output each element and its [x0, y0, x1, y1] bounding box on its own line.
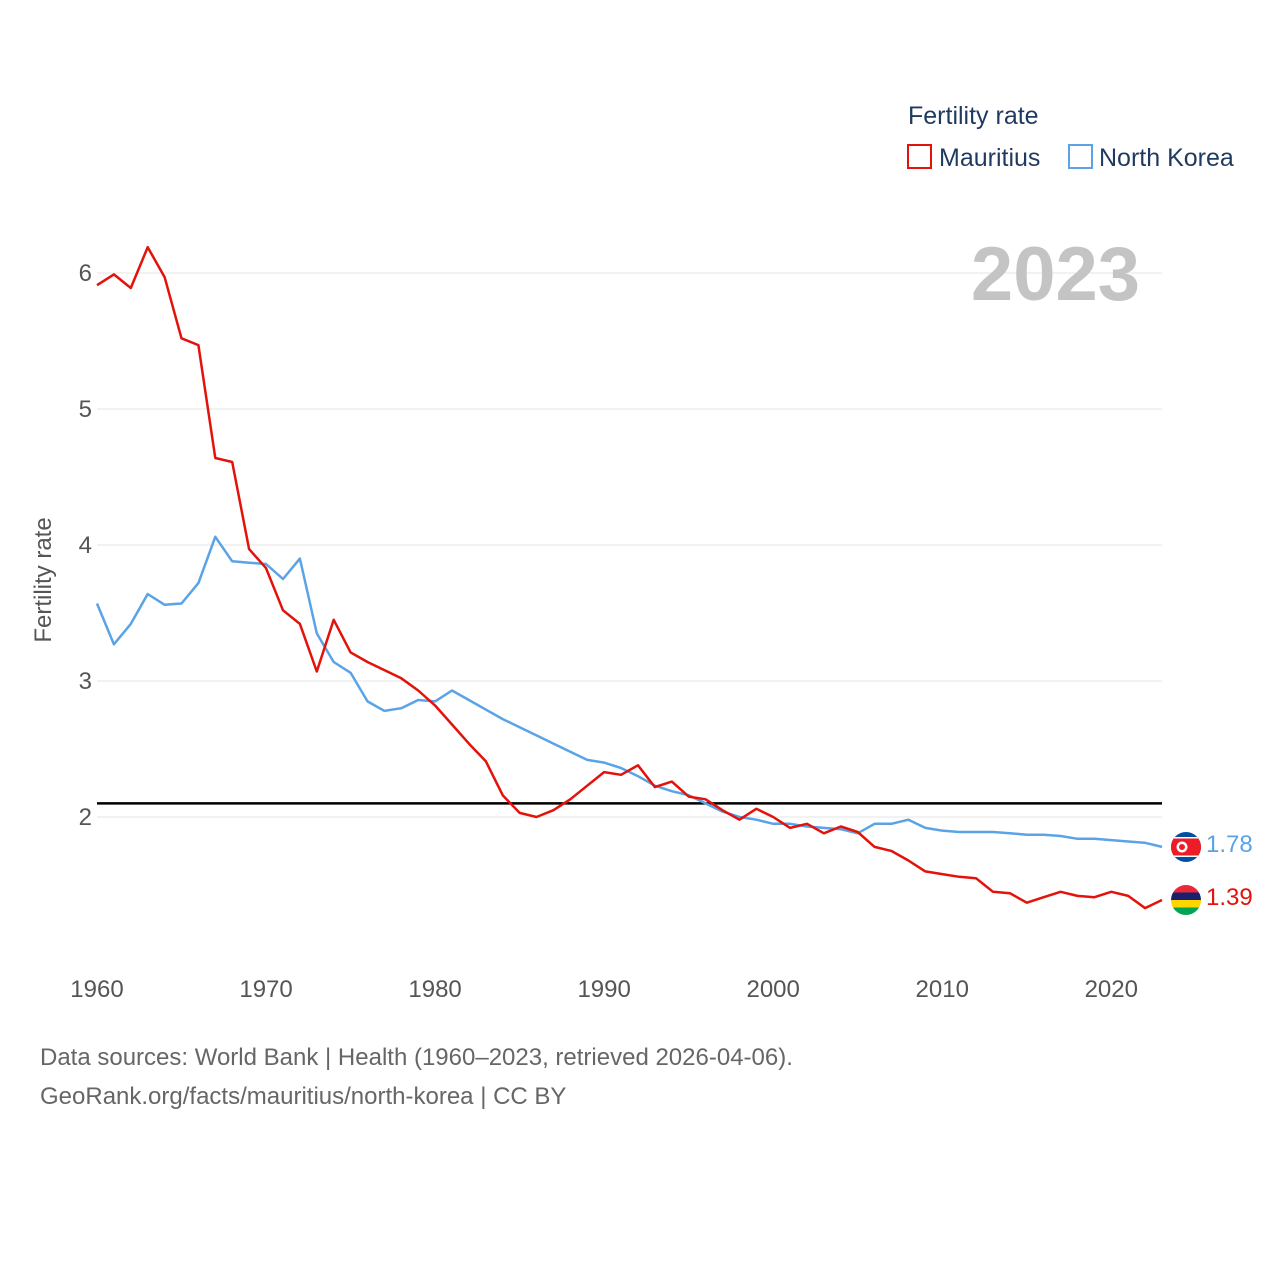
legend-label-mauritius: Mauritius: [939, 144, 1040, 172]
x-tick-label: 1990: [577, 976, 630, 1003]
x-tick-label: 2020: [1085, 976, 1138, 1003]
x-tick-label: 1960: [70, 976, 123, 1003]
footer-sources: Data sources: World Bank | Health (1960–…: [40, 1044, 793, 1071]
y-axis-ticks: 2 3 4 5 6: [79, 260, 92, 831]
series-line-mauritius[interactable]: [96, 245, 1163, 910]
x-tick-label: 1980: [408, 976, 461, 1003]
mauritius-flag-icon: [1171, 885, 1201, 915]
y-tick-label: 2: [79, 804, 92, 831]
gridlines: [97, 272, 1162, 818]
x-tick-label: 1970: [239, 976, 292, 1003]
series-line-north-korea[interactable]: [95, 535, 1163, 849]
y-tick-label: 3: [79, 668, 92, 695]
legend-swatch-mauritius: [907, 144, 932, 169]
legend: Fertility rate Mauritius North Korea: [907, 102, 1234, 172]
legend-label-north-korea: North Korea: [1099, 144, 1234, 172]
y-tick-label: 6: [79, 260, 92, 287]
y-tick-label: 4: [79, 532, 92, 559]
y-axis-title: Fertility rate: [30, 517, 57, 642]
y-tick-label: 5: [79, 396, 92, 423]
end-value-mauritius: 1.39: [1206, 884, 1253, 911]
x-tick-label: 2010: [916, 976, 969, 1003]
north-korea-flag-icon: [1171, 832, 1201, 862]
end-value-north-korea: 1.78: [1206, 831, 1253, 858]
legend-item-mauritius[interactable]: Mauritius: [907, 144, 1040, 172]
x-axis-ticks: 1960 1970 1980 1990 2000 2010 2020: [70, 976, 1138, 1003]
x-tick-label: 2000: [746, 976, 799, 1003]
series-lines: [95, 245, 1163, 910]
legend-item-north-korea[interactable]: North Korea: [1068, 144, 1234, 172]
legend-swatch-north-korea: [1068, 144, 1093, 169]
footer-link[interactable]: GeoRank.org/facts/mauritius/north-korea …: [40, 1083, 567, 1110]
legend-title: Fertility rate: [908, 102, 1039, 130]
year-label: 2023: [971, 232, 1140, 317]
